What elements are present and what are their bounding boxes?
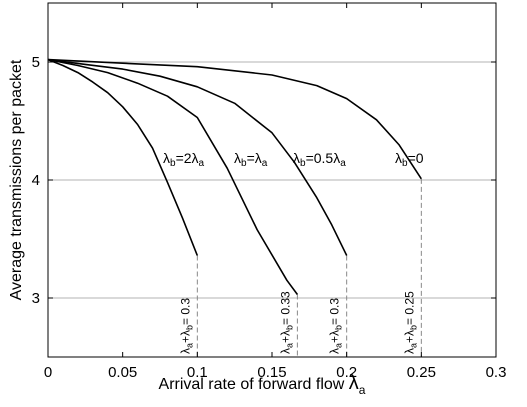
capacity-marker-label: λa+λb= 0.3 xyxy=(328,298,344,354)
label-part: =2λ xyxy=(176,150,199,166)
series-lines xyxy=(47,58,422,295)
label-part: λ xyxy=(328,348,342,354)
label-subscript: a xyxy=(284,343,294,348)
label-subscript: b xyxy=(408,325,418,330)
series-line xyxy=(47,58,199,256)
x-axis-title: Arrival rate of forward flow λa xyxy=(159,372,366,397)
series-label: λb=0.5λa xyxy=(293,150,346,169)
x-axis-title-symbol: λ xyxy=(349,372,359,394)
label-part: λ xyxy=(395,150,402,166)
label-subscript: a xyxy=(199,158,205,169)
label-subscript: b xyxy=(402,158,408,169)
y-tick-label: 5 xyxy=(32,54,40,71)
capacity-marker-label: λa+λb= 0.3 xyxy=(178,298,194,354)
x-tick-label: 0 xyxy=(44,364,52,381)
curve-labels: λb=2λa λb=λa λb=0.5λa λb=0 xyxy=(163,150,424,169)
label-subscript: b xyxy=(300,158,306,169)
label-subscript: a xyxy=(340,158,346,169)
series-line xyxy=(47,58,422,180)
x-tick-label: 0.25 xyxy=(407,364,436,381)
series-line xyxy=(47,58,299,295)
x-tick-label: 0.05 xyxy=(108,364,137,381)
label-subscript: a xyxy=(334,343,344,348)
label-part: = 0.25 xyxy=(402,291,416,325)
label-part: +λ xyxy=(328,330,342,343)
label-subscript: a xyxy=(184,343,194,348)
series-label: λb=0 xyxy=(395,150,424,169)
y-axis-title: Average transmissions per packet xyxy=(8,59,25,300)
label-part: λ xyxy=(234,150,241,166)
series-label: λb=2λa xyxy=(163,150,205,169)
x-axis-title-text: Arrival rate of forward flow xyxy=(159,376,349,393)
label-part: +λ xyxy=(178,330,192,343)
label-part: λ xyxy=(293,150,300,166)
y-tick-label: 3 xyxy=(32,290,40,307)
axis-ticks: 0 0.05 0.1 0.15 0.2 0.25 0.3 3 4 5 xyxy=(32,3,507,381)
label-subscript: b xyxy=(184,325,194,330)
label-part: +λ xyxy=(402,330,416,343)
label-part: =0.5λ xyxy=(306,150,341,166)
label-part: =0 xyxy=(408,150,424,166)
series-label: λb=λa xyxy=(234,150,268,169)
label-subscript: a xyxy=(408,343,418,348)
capacity-marker-label: λa+λb= 0.33 xyxy=(278,291,294,354)
x-axis-title-subscript: a xyxy=(359,383,366,397)
label-subscript: b xyxy=(241,158,247,169)
label-part: =λ xyxy=(247,150,262,166)
series-line xyxy=(47,58,348,256)
label-part: +λ xyxy=(278,330,292,343)
label-part: = 0.3 xyxy=(328,298,342,325)
label-subscript: b xyxy=(170,158,176,169)
label-part: = 0.33 xyxy=(278,291,292,325)
label-part: = 0.3 xyxy=(178,298,192,325)
x-tick-label: 0.3 xyxy=(486,364,507,381)
label-subscript: b xyxy=(284,325,294,330)
label-part: λ xyxy=(402,348,416,354)
grid-lines xyxy=(48,61,496,299)
label-part: λ xyxy=(178,348,192,354)
x-tick-label: 0.1 xyxy=(187,364,208,381)
y-tick-label: 4 xyxy=(32,172,40,189)
capacity-marker-label: λa+λb= 0.25 xyxy=(402,291,418,354)
label-subscript: b xyxy=(334,325,344,330)
label-part: λ xyxy=(163,150,170,166)
label-subscript: a xyxy=(262,158,268,169)
x-tick-label: 0.15 xyxy=(257,364,286,381)
x-tick-label: 0.2 xyxy=(336,364,357,381)
label-part: λ xyxy=(278,348,292,354)
